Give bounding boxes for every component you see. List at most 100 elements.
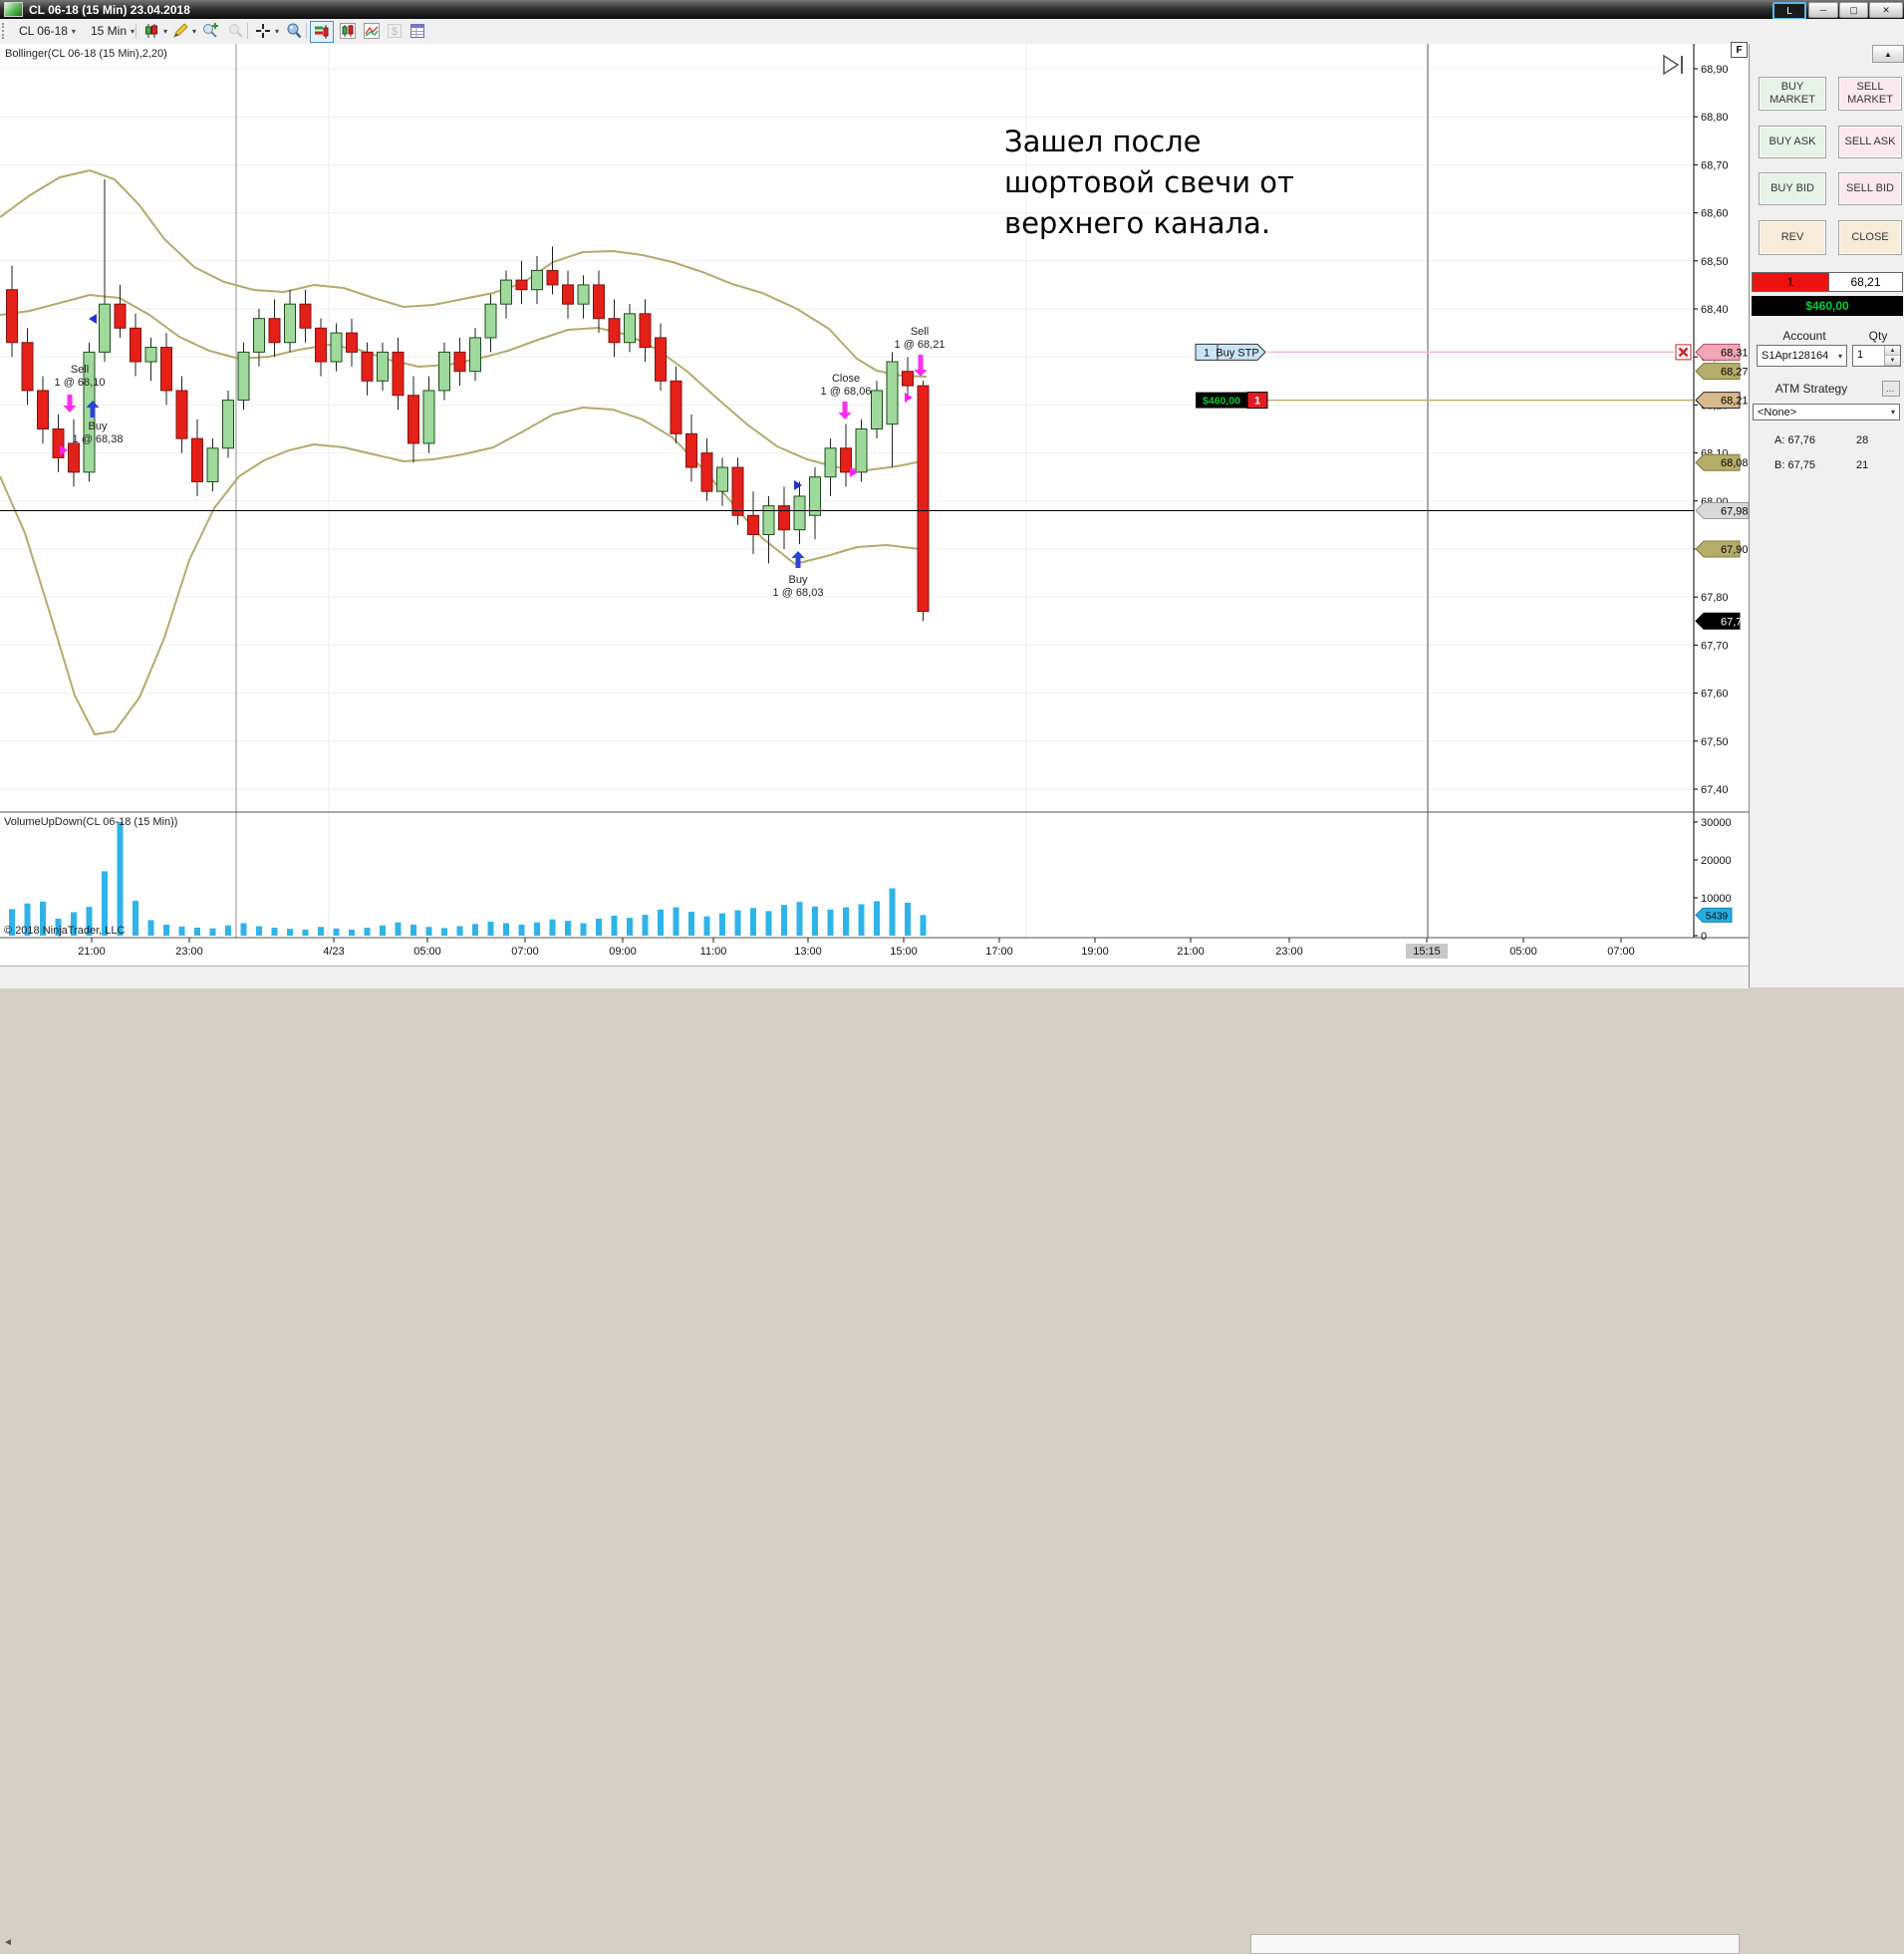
zoom-in-icon xyxy=(202,23,218,39)
candle-body xyxy=(130,327,141,363)
quantity-stepper[interactable]: 1 ▲ ▼ xyxy=(1852,345,1901,367)
toolbar-grip[interactable] xyxy=(2,23,8,39)
volume-bar xyxy=(765,911,772,936)
sell-bid-button[interactable]: SELL BID xyxy=(1838,172,1902,205)
candle-body xyxy=(809,476,821,516)
volume-bar xyxy=(380,925,386,936)
volume-bar xyxy=(194,928,200,936)
volume-bar xyxy=(565,921,571,936)
volume-bar xyxy=(518,924,525,936)
cancel-order-button[interactable] xyxy=(1675,344,1692,361)
volume-bar xyxy=(549,919,556,936)
buy-market-button[interactable]: BUY MARKET xyxy=(1759,77,1826,111)
buy-stop-order[interactable]: 1 Buy STP xyxy=(1195,343,1674,361)
scroll-left-icon[interactable]: ◄ xyxy=(3,1937,13,1948)
currency-button[interactable]: $ xyxy=(384,21,406,41)
atm-strategy-label: ATM Strategy xyxy=(1774,382,1848,396)
scroll-up-button[interactable]: ▲ xyxy=(1872,45,1904,63)
link-window-button[interactable]: L xyxy=(1772,2,1806,20)
chevron-down-icon: ▾ xyxy=(1837,351,1842,361)
scrollbar-thumb[interactable] xyxy=(1250,1934,1740,1954)
spin-down-icon[interactable]: ▼ xyxy=(1885,356,1900,366)
magnifier-button[interactable] xyxy=(283,21,305,41)
position-pnl-tag[interactable]: $460,00 1 xyxy=(1196,392,1694,410)
svg-text:17:00: 17:00 xyxy=(985,946,1013,958)
candle-body xyxy=(377,351,389,382)
svg-text:1: 1 xyxy=(1204,347,1210,359)
sell-market-button[interactable]: SELL MARKET xyxy=(1838,77,1902,111)
panel-dividers xyxy=(0,811,1749,939)
candle-body xyxy=(6,289,18,344)
quantity-value[interactable]: 1 xyxy=(1857,349,1864,361)
volume-bar xyxy=(24,903,31,936)
svg-text:67,90: 67,90 xyxy=(1721,544,1749,556)
drawing-tools-button[interactable]: ▾ xyxy=(169,21,199,41)
svg-text:11:00: 11:00 xyxy=(700,946,727,958)
svg-text:Sell: Sell xyxy=(911,326,929,338)
time-axis[interactable]: 21:00 23:00 4/23 05:00 07:00 09:00 11:00 13:00 1… xyxy=(78,938,1635,959)
svg-text:67,60: 67,60 xyxy=(1701,689,1729,700)
sell-ask-button[interactable]: SELL ASK xyxy=(1838,126,1902,158)
candle-body xyxy=(438,351,450,392)
svg-text:68,90: 68,90 xyxy=(1701,64,1729,76)
interval-selector[interactable]: 15 Min ▾ xyxy=(88,21,137,41)
zoom-out-icon xyxy=(228,23,244,39)
svg-text:1 @ 68,38: 1 @ 68,38 xyxy=(73,433,124,445)
volume-bar xyxy=(395,922,402,936)
annotation-line: Зашел после xyxy=(1004,125,1202,158)
volume-bar xyxy=(827,909,834,936)
candle-body xyxy=(484,303,497,339)
buy-arrow-icon xyxy=(791,551,805,568)
volume-bar xyxy=(349,929,355,936)
account-select[interactable]: S1Apr128164 ▾ xyxy=(1757,345,1847,367)
maximize-button[interactable]: ▢ xyxy=(1839,2,1868,18)
candle-body xyxy=(160,347,172,392)
volume-bar xyxy=(796,902,803,936)
buy-ask-button[interactable]: BUY ASK xyxy=(1759,126,1826,158)
indicators-button[interactable] xyxy=(361,21,383,41)
svg-text:1 @ 68,10: 1 @ 68,10 xyxy=(55,377,106,389)
fit-scale-button[interactable]: F xyxy=(1731,42,1748,58)
volume-bar xyxy=(287,929,293,936)
volume-bar xyxy=(627,918,633,936)
volume-marker xyxy=(1695,907,1733,923)
svg-text:68,31: 68,31 xyxy=(1721,347,1749,359)
close-button[interactable]: ✕ xyxy=(1869,2,1903,18)
volume-bar xyxy=(858,904,865,936)
atm-more-button[interactable]: ... xyxy=(1882,381,1900,397)
chart-style-button[interactable]: ▾ xyxy=(140,21,170,41)
volume-indicator-label: VolumeUpDown(CL 06-18 (15 Min)) xyxy=(4,816,178,828)
crosshair-button[interactable]: ▾ xyxy=(252,21,282,41)
candle-body xyxy=(114,303,127,329)
volume-bar xyxy=(147,920,154,936)
chart-trader-button[interactable] xyxy=(310,21,334,43)
toolbar-separator xyxy=(247,23,248,39)
go-to-latest-icon[interactable] xyxy=(1663,54,1683,76)
zoom-out-button[interactable] xyxy=(225,21,247,41)
bollinger-bands xyxy=(0,168,928,736)
minimize-button[interactable]: ─ xyxy=(1808,2,1838,18)
zoom-in-button[interactable] xyxy=(199,21,221,41)
order-entry-panel: ▲ BUY MARKET SELL MARKET BUY ASK SELL AS… xyxy=(1749,44,1904,987)
instrument-selector[interactable]: CL 06-18 ▾ xyxy=(16,21,79,41)
data-grid-button[interactable] xyxy=(407,21,428,41)
svg-text:67,70: 67,70 xyxy=(1701,640,1729,652)
volume-bar xyxy=(133,901,138,936)
volume-bar xyxy=(256,926,262,936)
buy-bid-button[interactable]: BUY BID xyxy=(1759,172,1826,205)
spin-up-icon[interactable]: ▲ xyxy=(1885,346,1900,356)
close-position-button[interactable]: CLOSE xyxy=(1838,220,1902,255)
candle-body xyxy=(824,447,837,478)
candle-body xyxy=(716,466,728,492)
price-axis[interactable]: 68,9068,8068,7068,6068,5068,4068,3068,20… xyxy=(1693,44,1729,938)
buy-arrow-icon xyxy=(86,401,100,418)
chart-type-button[interactable] xyxy=(337,21,359,41)
candle-body xyxy=(917,385,930,613)
candle-body xyxy=(731,466,744,516)
horizontal-scrollbar[interactable]: ◄ xyxy=(0,966,1749,1954)
atm-strategy-select[interactable]: <None> ▾ xyxy=(1753,404,1900,420)
magnifier-icon xyxy=(286,23,302,39)
reverse-button[interactable]: REV xyxy=(1759,220,1826,255)
svg-text:67,75: 67,75 xyxy=(1721,616,1749,628)
